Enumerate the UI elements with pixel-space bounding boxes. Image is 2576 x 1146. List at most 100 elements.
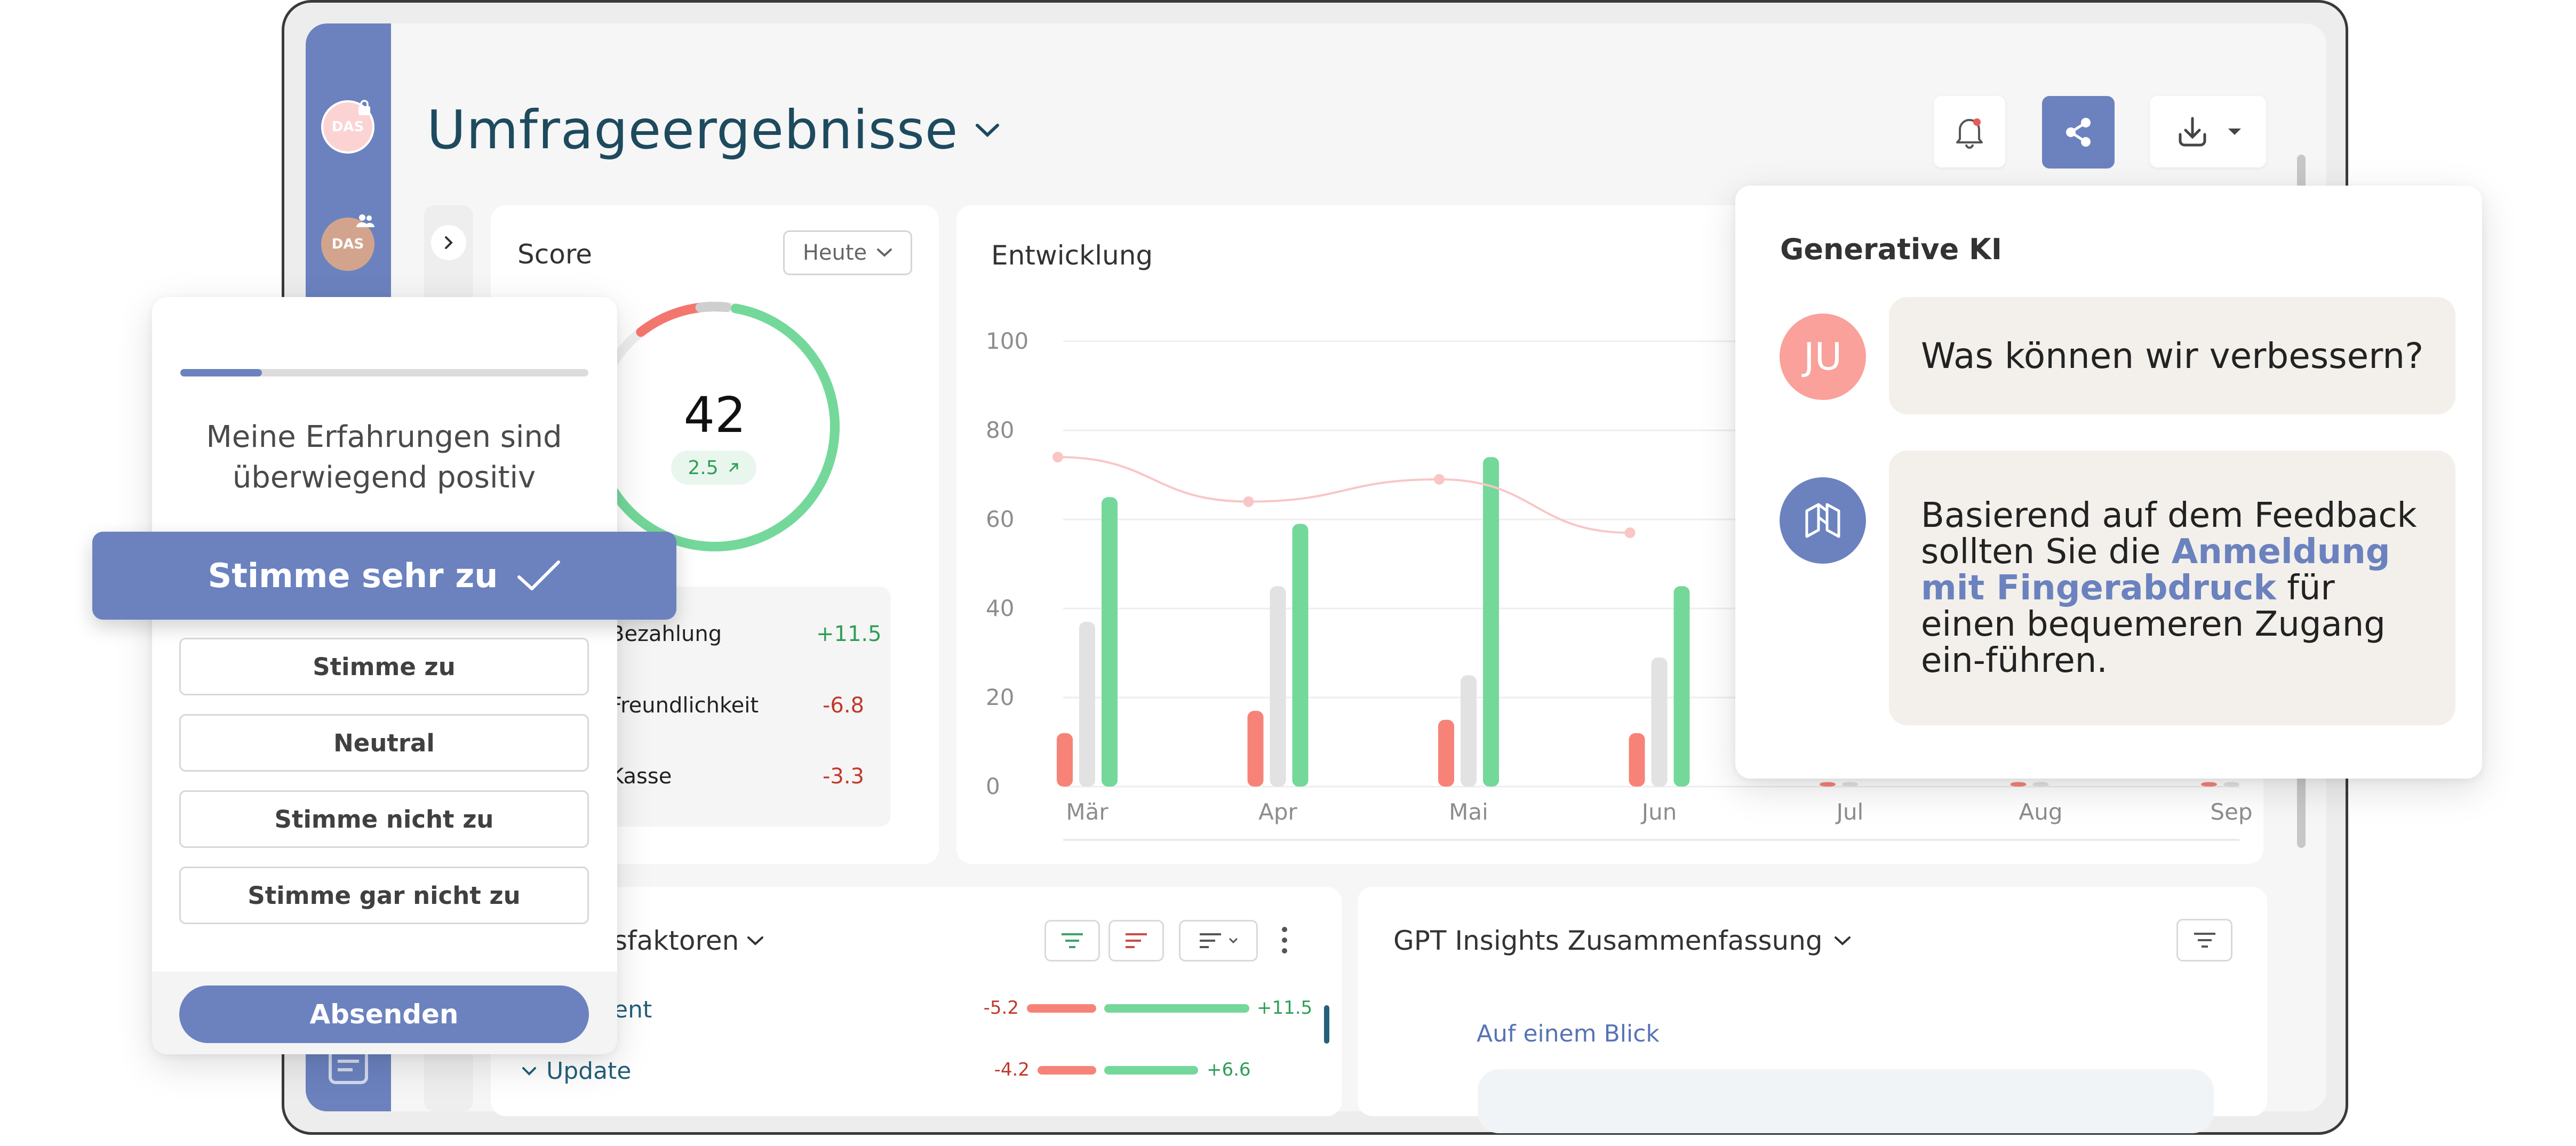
option-button[interactable]: Stimme zu bbox=[179, 638, 589, 695]
share-icon bbox=[2066, 118, 2091, 147]
chart-bar bbox=[2032, 782, 2049, 787]
y-tick-label: 100 bbox=[986, 328, 1028, 354]
chart-bar bbox=[1820, 782, 1836, 787]
score-delta: 2.5 bbox=[688, 456, 719, 479]
expand-button[interactable] bbox=[431, 225, 466, 260]
period-select[interactable]: Heute bbox=[783, 230, 912, 275]
period-select-value: Heute bbox=[802, 241, 867, 265]
driver-row-pos: +11.5 bbox=[1257, 997, 1313, 1019]
chevron-right-icon bbox=[445, 236, 453, 249]
driver-row-label: Update bbox=[546, 1057, 632, 1085]
bell-icon bbox=[1956, 118, 1983, 149]
x-tick-label: Mai bbox=[1449, 799, 1488, 825]
gpt-insights-title[interactable]: GPT Insights Zusammenfassung bbox=[1393, 925, 1852, 956]
selected-option-button[interactable]: Stimme sehr zu bbox=[92, 532, 676, 620]
trend-line bbox=[1057, 456, 1630, 534]
y-tick-label: 0 bbox=[986, 773, 1000, 799]
gpt-insights-subtitle[interactable]: Auf einem Blick bbox=[1477, 1020, 1660, 1047]
notifications-button[interactable] bbox=[1934, 96, 2005, 167]
driver-value: +11.5 bbox=[816, 622, 882, 646]
chart-title: Entwicklung bbox=[991, 240, 1153, 271]
y-tick-label: 20 bbox=[986, 684, 1014, 710]
driver-value: -6.8 bbox=[822, 693, 864, 718]
chevron-down-icon bbox=[1834, 936, 1851, 945]
chart-bar bbox=[1629, 733, 1645, 787]
driver-row-neg-bar bbox=[1038, 1066, 1096, 1075]
drivers-panel-title[interactable]: sfaktoren bbox=[613, 925, 764, 956]
option-button[interactable]: Stimme nicht zu bbox=[179, 790, 589, 848]
avatar: JU bbox=[1780, 314, 1866, 400]
driver-row-toggle[interactable]: Update bbox=[522, 1057, 631, 1085]
x-tick-label: Sep bbox=[2210, 799, 2252, 825]
option-button[interactable]: Stimme gar nicht zu bbox=[179, 867, 589, 924]
sort-icon bbox=[1062, 933, 1083, 948]
chart-bar bbox=[1079, 622, 1095, 787]
chart-bar bbox=[2223, 782, 2239, 787]
score-value: 42 bbox=[683, 387, 746, 444]
driver-label: Freundlichkeit bbox=[610, 693, 759, 718]
survey-progress-fill bbox=[180, 369, 262, 376]
page-title[interactable]: Umfrageergebnisse bbox=[427, 99, 1001, 161]
share-button[interactable] bbox=[2042, 96, 2115, 169]
driver-row-neg: -4.2 bbox=[994, 1059, 1030, 1080]
more-options-icon[interactable] bbox=[1280, 925, 1289, 955]
user-message: Was können wir verbessern? bbox=[1889, 297, 2455, 414]
ai-logo-icon bbox=[1805, 503, 1840, 538]
avatar[interactable]: DAS bbox=[321, 218, 374, 271]
bot-message-part: für einen bequemeren Zugang ein-führen. bbox=[1921, 568, 2386, 680]
driver-row-pos: +6.6 bbox=[1207, 1059, 1251, 1080]
chart-bar bbox=[1673, 586, 1690, 787]
x-tick-label: Aug bbox=[2019, 799, 2062, 825]
sort-negative-button[interactable] bbox=[1108, 920, 1164, 961]
driver-value: -3.3 bbox=[822, 764, 864, 789]
x-tick-label: Jul bbox=[1835, 799, 1864, 825]
drivers-panel-title-text: sfaktoren bbox=[613, 925, 739, 956]
gpt-insights-title-text: GPT Insights Zusammenfassung bbox=[1393, 925, 1823, 956]
sort-positive-button[interactable] bbox=[1044, 920, 1100, 961]
user-message-text: Was können wir verbessern? bbox=[1921, 335, 2424, 376]
filter-button[interactable] bbox=[2176, 919, 2232, 961]
lock-icon bbox=[357, 99, 372, 116]
survey-question-line: überwiegend positiv bbox=[232, 460, 536, 495]
bot-message: Basierend auf dem Feedback sollten Sie d… bbox=[1889, 451, 2455, 725]
chart-bar bbox=[1483, 457, 1499, 787]
arrow-up-right-icon bbox=[729, 463, 738, 472]
bot-message-text: Basierend auf dem Feedback sollten Sie d… bbox=[1921, 498, 2429, 679]
panel-scrollbar[interactable] bbox=[1324, 1005, 1329, 1044]
bot-message-part: Basierend auf dem Feedback sollten Sie d… bbox=[1921, 496, 2417, 572]
x-tick-label: Mär bbox=[1066, 799, 1108, 825]
chart-bar bbox=[2201, 782, 2217, 787]
x-tick-label: Apr bbox=[1258, 799, 1297, 825]
submit-label: Absenden bbox=[309, 999, 459, 1030]
option-button[interactable]: Neutral bbox=[179, 714, 589, 772]
chevron-down-icon bbox=[1229, 937, 1238, 944]
driver-row-pos-bar bbox=[1104, 1066, 1198, 1075]
selected-option-label: Stimme sehr zu bbox=[208, 556, 498, 595]
submit-button[interactable]: Absenden bbox=[179, 985, 589, 1043]
chart-bar bbox=[1461, 675, 1477, 787]
y-tick-label: 40 bbox=[986, 595, 1014, 621]
chart-bar bbox=[2010, 782, 2027, 787]
gpt-insights-content bbox=[1478, 1069, 2214, 1133]
survey-progress-track bbox=[180, 369, 588, 376]
trend-point bbox=[1243, 496, 1254, 507]
driver-label: Kasse bbox=[610, 764, 672, 789]
drivers-list bbox=[592, 587, 891, 827]
y-tick-label: 60 bbox=[986, 506, 1014, 532]
bot-message-link[interactable]: Anmeldung mit Fingerabdruck bbox=[1921, 532, 2390, 608]
chevron-down-icon bbox=[877, 249, 892, 257]
chart-bar bbox=[1247, 711, 1264, 787]
survey-question-line: Meine Erfahrungen sind bbox=[206, 420, 562, 454]
score-title: Score bbox=[517, 239, 593, 270]
ai-chat-title: Generative KI bbox=[1780, 233, 2002, 266]
trend-point bbox=[1624, 527, 1636, 539]
drivers-panel bbox=[491, 887, 1342, 1116]
survey-question: Meine Erfahrungen sind überwiegend posit… bbox=[171, 417, 597, 498]
chevron-down-icon bbox=[522, 1067, 536, 1076]
sort-menu-button[interactable] bbox=[1179, 920, 1258, 961]
download-button[interactable] bbox=[2150, 96, 2266, 167]
page-title-text: Umfrageergebnisse bbox=[427, 99, 959, 161]
driver-row-label[interactable]: ent bbox=[613, 996, 652, 1023]
check-icon bbox=[517, 560, 561, 590]
chart-bar bbox=[1651, 657, 1668, 787]
